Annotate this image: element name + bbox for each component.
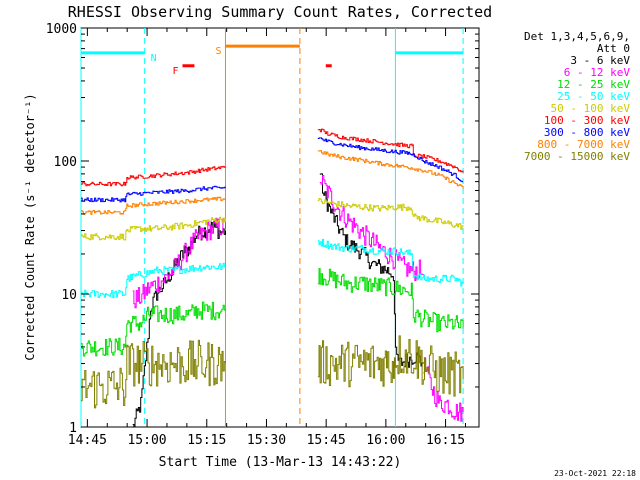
y-tick-label-1: 10 [61,288,77,303]
y-axis-label: Corrected Count Rate (s⁻¹ detector⁻¹) [23,93,37,360]
y-tick-label-0: 1 [69,421,77,436]
y-tick-label-3: 1000 [46,22,77,37]
x-tick-label-3: 15:30 [247,433,286,448]
chart-title: RHESSI Observing Summary Count Rates, Co… [68,3,492,21]
series-8-segment-2 [317,150,464,189]
legend-header-1: Att 0 [597,42,630,55]
interval-label-1: N [151,53,157,64]
series-3-segment-2 [317,268,464,333]
series-4 [81,238,464,299]
series-2-segment-2 [319,175,424,281]
series-5 [81,198,464,241]
axes: 14:45 15:00 15:15 15:30 15:45 16:00 16:15 1 10 10… [46,22,479,448]
interval-label-5: S [215,46,221,57]
legend-entry-8: 800 - 7000 keV [537,138,630,151]
series-1-segment-1 [132,222,226,428]
series-8 [81,150,464,215]
series-3 [81,268,464,357]
series-2 [132,175,464,422]
x-tick-label-2: 15:15 [187,433,226,448]
series-4-segment-1 [81,262,226,299]
series-2-segment-3 [423,357,464,422]
legend-entry-1: 3 - 6 keV [570,54,630,67]
legend-entry-7: 300 - 800 keV [544,126,630,139]
series-2-segment-1 [132,217,226,309]
x-tick-label-6: 16:15 [426,433,465,448]
series-6 [81,128,464,187]
series-7-segment-1 [81,185,226,203]
interval-label-3: F [172,66,178,77]
series-6-segment-2 [317,128,464,173]
series-8-segment-1 [81,196,226,215]
x-tick-label-0: 14:45 [68,433,107,448]
series-7 [81,137,464,203]
legend-entry-5: 50 - 100 keV [551,102,631,115]
y-tick-label-2: 100 [54,155,77,170]
series-5-segment-1 [81,216,226,241]
x-tick-label-1: 15:00 [127,433,166,448]
legend-entry-6: 100 - 300 keV [544,114,630,127]
x-tick-label-4: 15:45 [307,433,346,448]
generated-timestamp: 23-Oct-2021 22:18 [554,469,636,478]
series-3-segment-1 [81,301,226,357]
legend-entry-3: 12 - 25 keV [557,78,630,91]
legend-entry-4: 25 - 50 keV [557,90,630,103]
x-axis-label: Start Time (13-Mar-13 14:43:22) [159,455,402,470]
legend-header-0: Det 1,3,4,5,6,9, [524,30,630,43]
x-tick-label-5: 16:00 [366,433,405,448]
series-5-segment-2 [317,198,464,230]
legend-entry-2: 6 - 12 keV [564,66,631,79]
series-9 [81,335,464,409]
series-4-segment-2 [317,238,464,287]
series-layer [81,128,464,428]
legend-entry-9: 7000 - 15000 keV [524,150,630,163]
series-6-segment-1 [81,165,226,187]
series-7-segment-2 [317,137,464,183]
series-1 [132,173,424,428]
series-9-segment-1 [81,339,226,409]
series-9-segment-2 [317,335,464,397]
